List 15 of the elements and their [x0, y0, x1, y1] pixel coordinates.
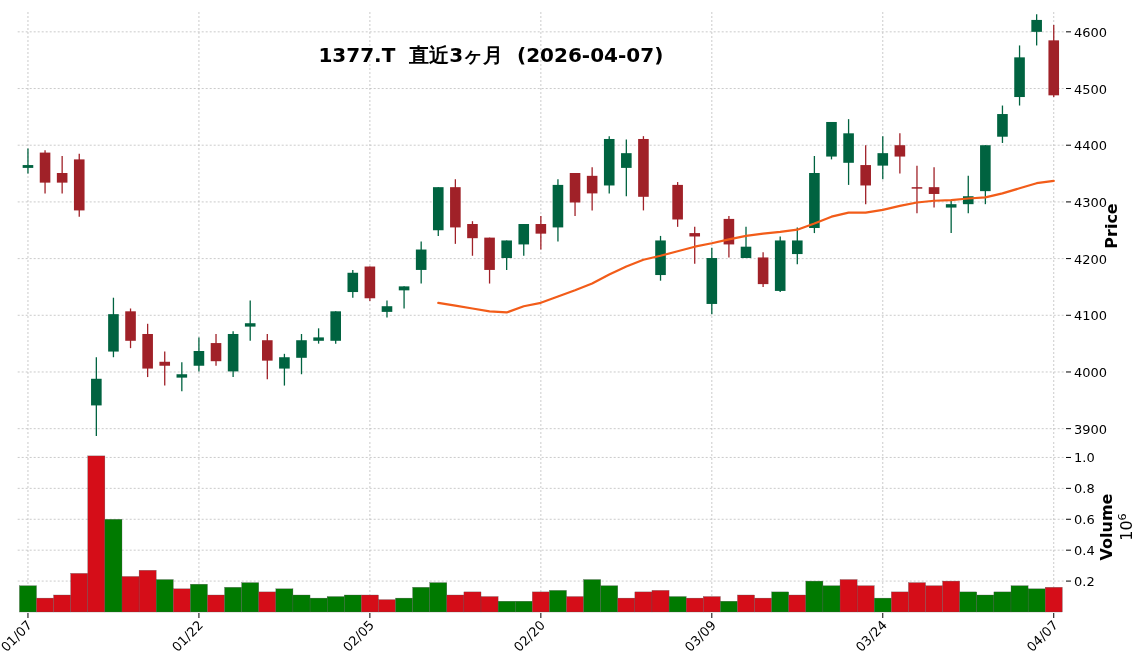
- y-tick-label: 4500: [1074, 81, 1108, 97]
- y-tick-label: 4300: [1074, 194, 1108, 210]
- y-tick-label: 1.0: [1074, 450, 1095, 466]
- y-tick-label: 0.6: [1074, 512, 1095, 528]
- y-tick-label: 4100: [1074, 308, 1108, 324]
- y-tick-label: 4600: [1074, 24, 1108, 40]
- y-tick-label: 4200: [1074, 251, 1108, 267]
- y-tick-label: 0.8: [1074, 481, 1095, 497]
- y-tick-label: 4400: [1074, 138, 1108, 154]
- y-tick-label: 4000: [1074, 364, 1108, 380]
- y-axis-title: Volume: [1097, 493, 1116, 561]
- y-tick-label: 0.2: [1074, 574, 1095, 590]
- y-tick-label: 3900: [1074, 421, 1108, 437]
- y-tick-label: 0.4: [1074, 543, 1095, 559]
- text: 1377.T 直近3ヶ月 (2026-04-07): [318, 43, 664, 67]
